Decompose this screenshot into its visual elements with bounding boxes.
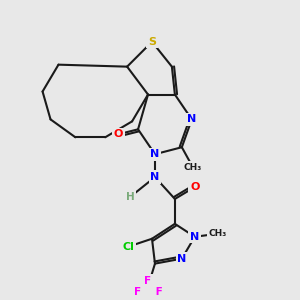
Text: N: N: [150, 172, 160, 182]
Text: O: O: [113, 129, 123, 139]
Text: H: H: [126, 192, 134, 202]
Text: S: S: [148, 37, 156, 47]
Text: N: N: [190, 232, 200, 242]
Text: CH₃: CH₃: [208, 229, 227, 238]
Text: N: N: [187, 114, 196, 124]
Text: N: N: [177, 254, 187, 264]
Text: Cl: Cl: [122, 242, 134, 252]
Text: N: N: [150, 149, 160, 159]
Text: O: O: [190, 182, 200, 192]
Text: F
F    F: F F F: [134, 276, 162, 297]
Text: CH₃: CH₃: [184, 163, 202, 172]
